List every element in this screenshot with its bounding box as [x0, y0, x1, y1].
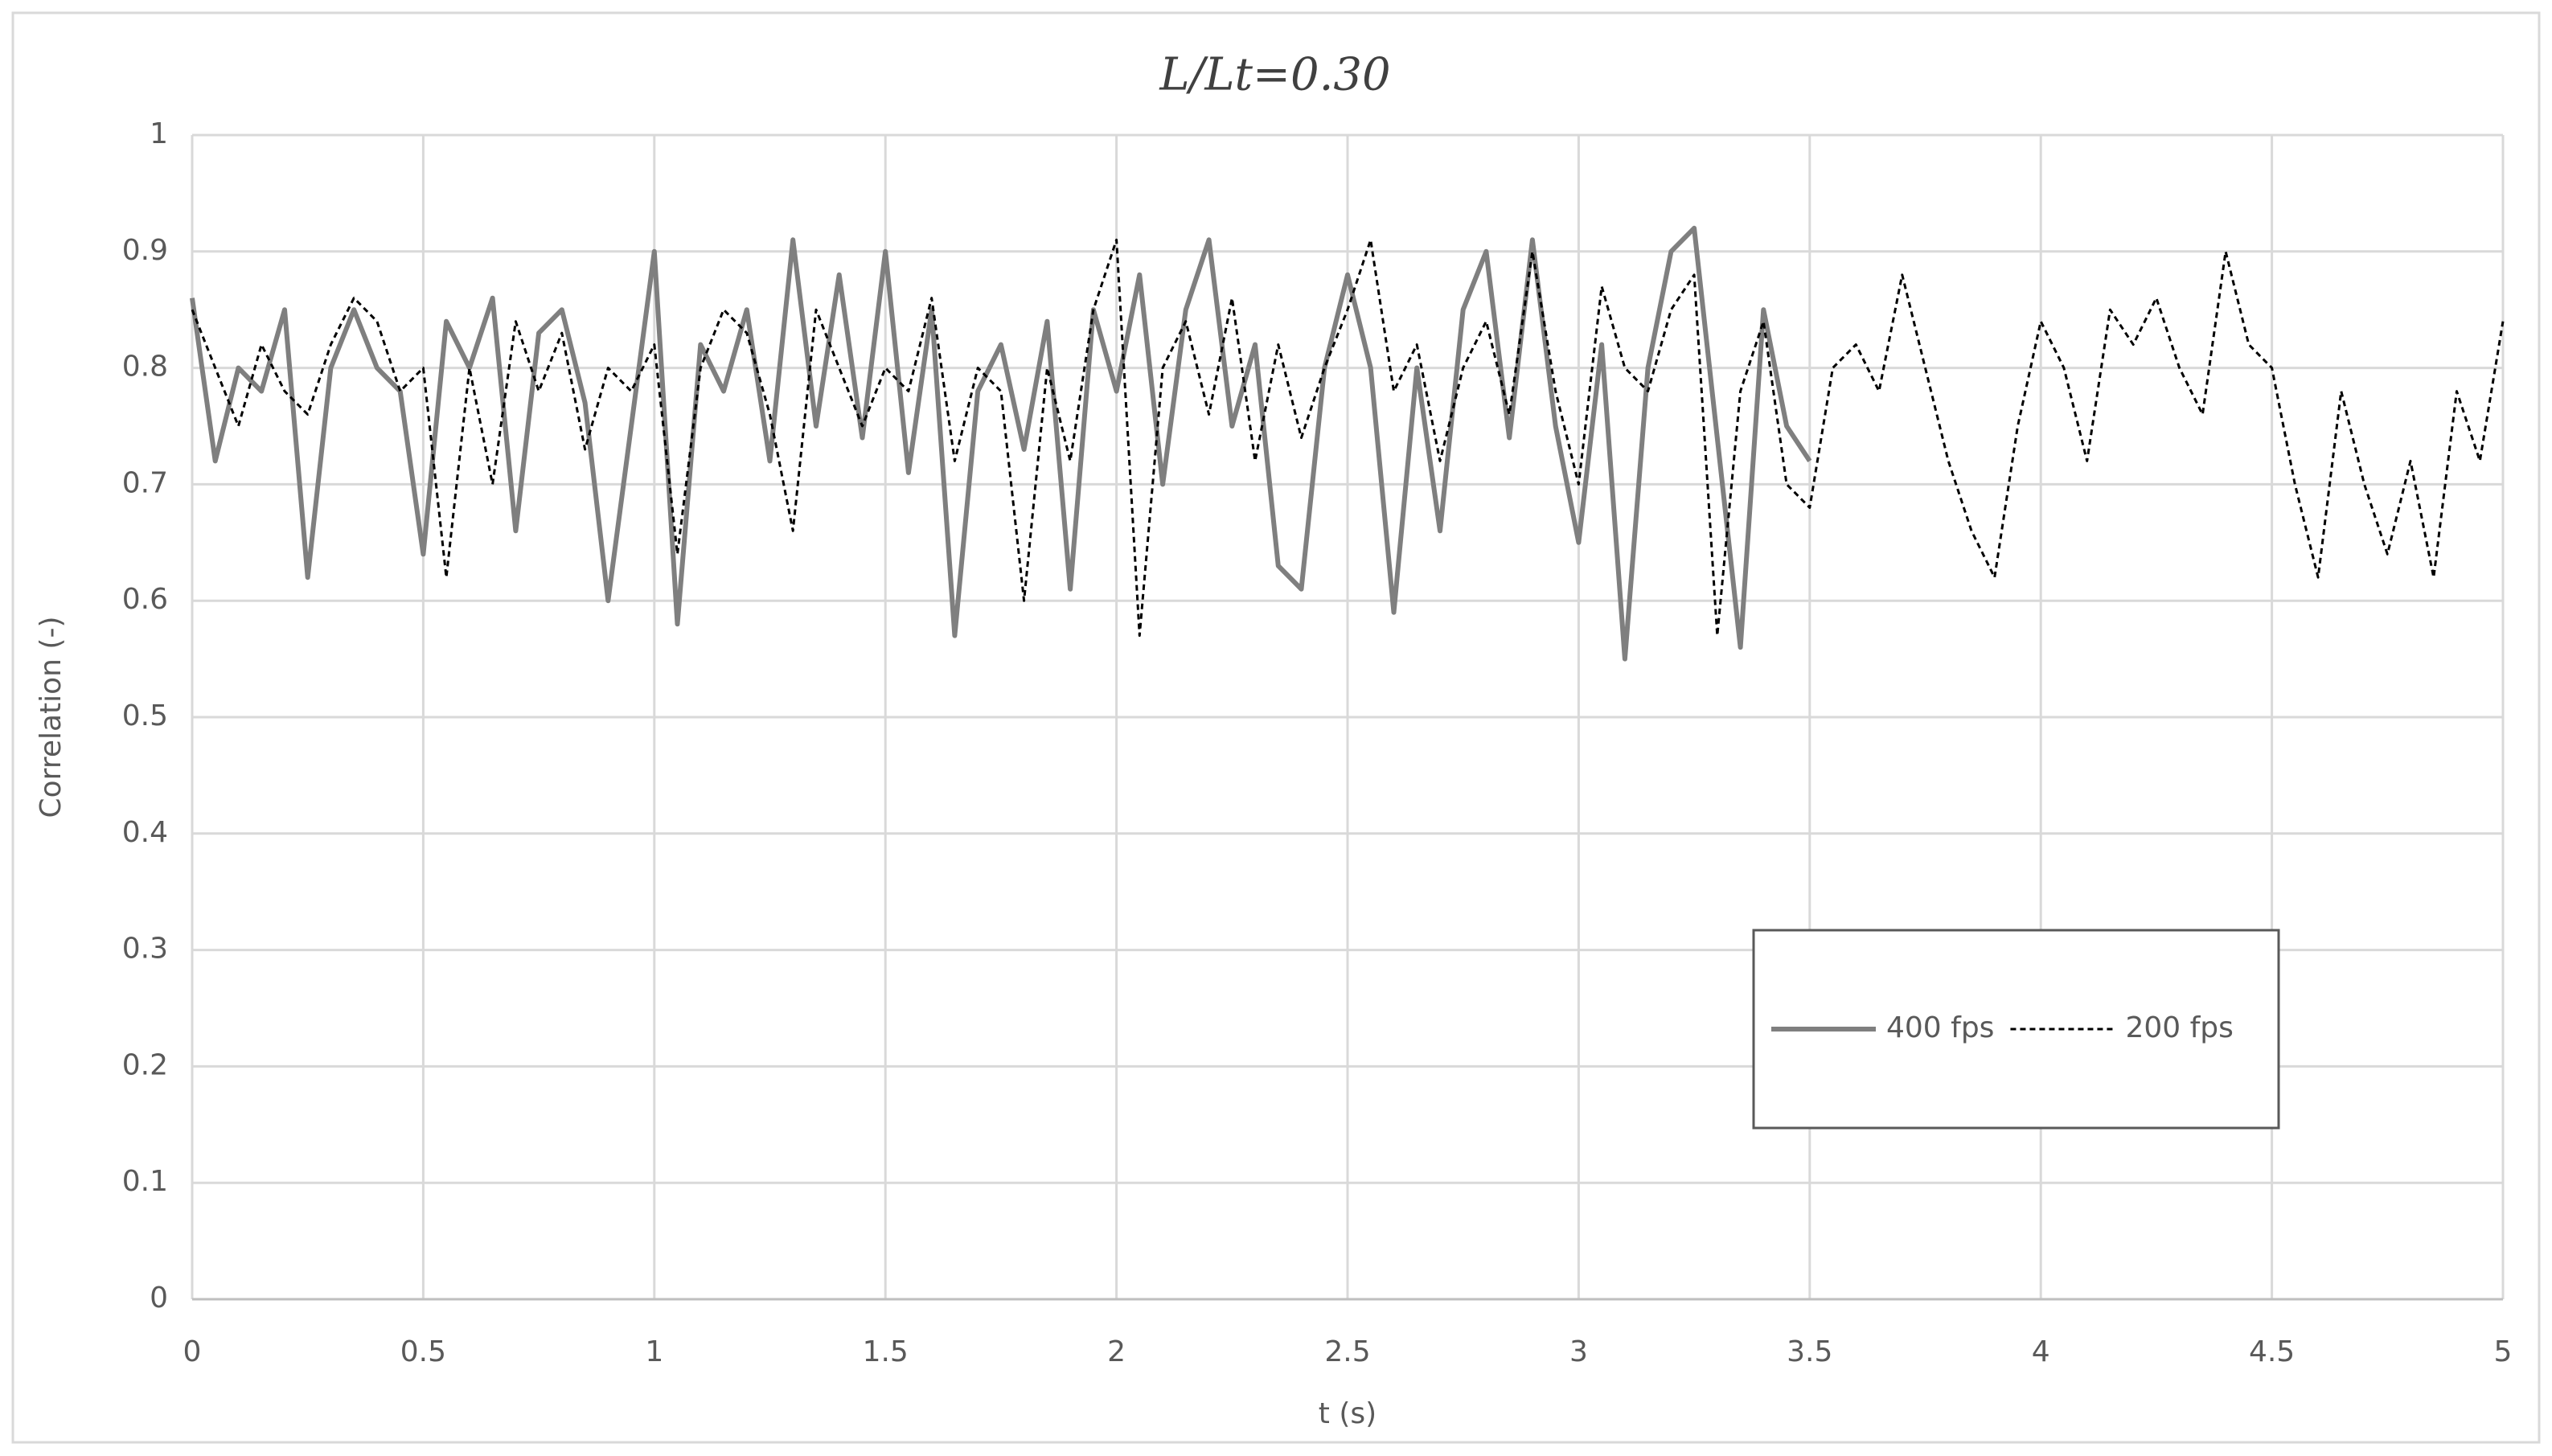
y-tick-label: 0.9 [122, 234, 168, 267]
x-tick-label: 3 [1569, 1335, 1588, 1368]
x-axis-label: t (s) [1319, 1397, 1377, 1430]
x-tick-label: 0 [183, 1335, 202, 1368]
legend-label: 400 fps [1886, 1011, 1994, 1044]
x-tick-label: 0.5 [400, 1335, 446, 1368]
x-tick-label: 1 [645, 1335, 663, 1368]
legend-label: 200 fps [2125, 1011, 2233, 1044]
data-line [191, 238, 2505, 638]
chart-border [11, 11, 2541, 1444]
x-tick-label: 2 [1107, 1335, 1126, 1368]
y-tick-label: 0.2 [122, 1048, 168, 1081]
y-tick-label: 0.3 [122, 933, 168, 966]
y-tick-label: 0.5 [122, 699, 168, 732]
data-line [190, 225, 1812, 662]
y-tick-label: 1 [150, 117, 168, 150]
y-tick-label: 0.6 [122, 583, 168, 616]
x-tick-label: 2.5 [1324, 1335, 1370, 1368]
y-tick-label: 0.8 [122, 351, 168, 383]
y-tick-label: 0.1 [122, 1165, 168, 1198]
x-tick-label: 1.5 [863, 1335, 909, 1368]
y-tick-label: 0 [150, 1282, 168, 1315]
x-tick-label: 4 [2032, 1335, 2050, 1368]
y-axis-label: Correlation (-) [35, 616, 68, 818]
y-tick-label: 0.4 [122, 816, 168, 849]
x-tick-label: 4.5 [2249, 1335, 2295, 1368]
y-tick-label: 0.7 [122, 466, 168, 499]
x-tick-label: 3.5 [1787, 1335, 1832, 1368]
x-tick-label: 5 [2494, 1335, 2513, 1368]
chart-title: L/Lt=0.30 [1159, 49, 1390, 101]
